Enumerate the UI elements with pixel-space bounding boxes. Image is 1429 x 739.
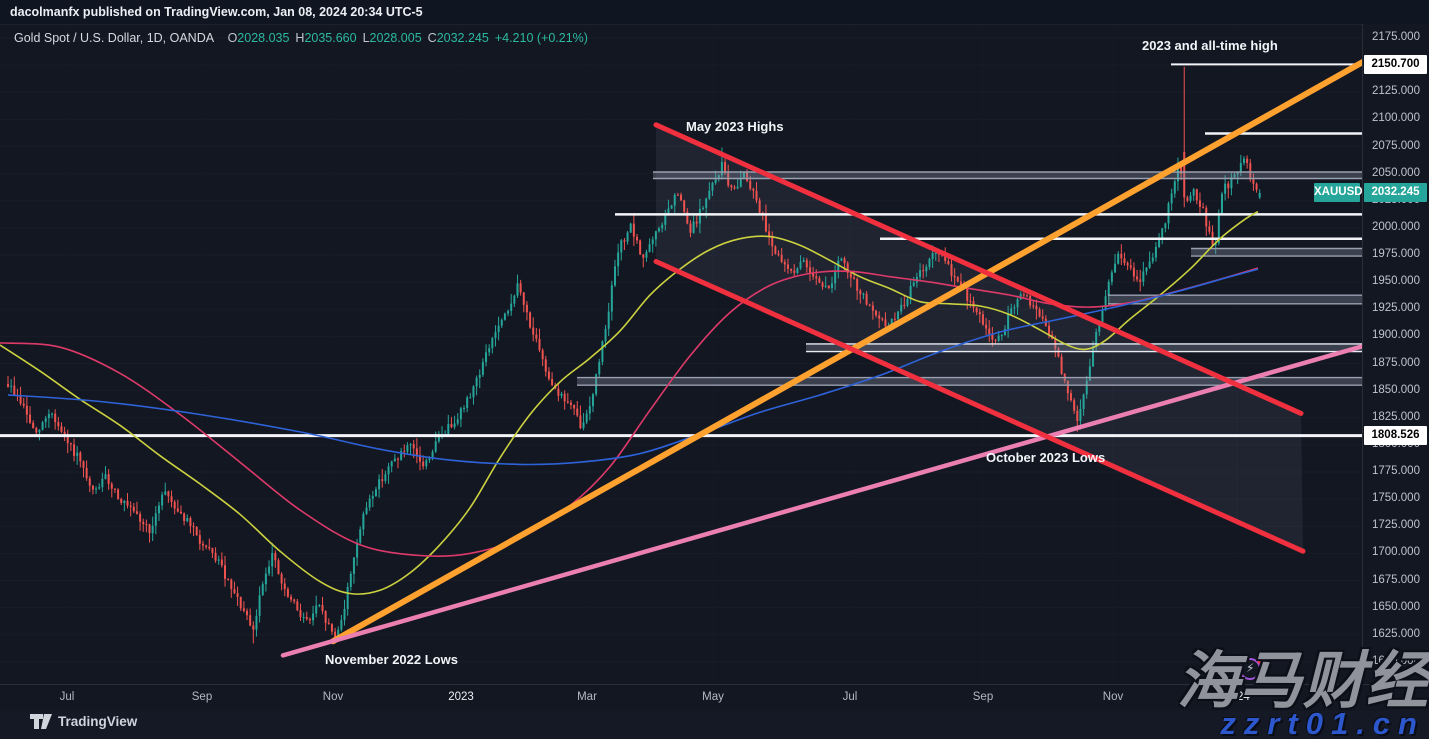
legend-change: +4.210 (+0.21%) [494,31,588,45]
footer-bar: TradingView [0,711,1429,739]
publish-bar: dacolmanfx published on TradingView.com,… [0,0,1429,25]
symbol-chip: XAUUSD [1314,183,1363,203]
time-tick: May [702,691,724,703]
uptrend-pink [280,344,1362,658]
legend-low-label: L [362,31,370,45]
price-tick: 1625.000 [1372,627,1420,640]
price-tick: 1675.000 [1372,573,1420,586]
legend-open-value: 2028.035 [237,31,290,45]
sr-zone [806,343,1362,353]
price-axis-divider [1362,24,1363,684]
time-tick: Nov [1102,691,1124,703]
tradingview-brand-text: TradingView [58,714,138,729]
price-tick: 1725.000 [1372,519,1420,532]
price-badge-1808.526: 1808.526 [1364,426,1427,446]
price-tick: 2125.000 [1372,85,1420,98]
price-tick: 1975.000 [1372,248,1420,260]
price-badge-2032.245: 2032.245 [1364,183,1427,203]
lightning-bolt-icon: ⚡ [1246,661,1255,675]
legend-low-value: 2028.005 [369,31,422,45]
annotation-nov22: November 2022 Lows [325,652,458,667]
price-tick: 2075.000 [1372,139,1420,152]
price-tick: 1950.000 [1372,275,1420,288]
legend-close-label: C [427,31,437,45]
price-tick: 2000.000 [1372,220,1420,233]
price-tick: 1900.000 [1372,329,1420,342]
annotation-ath: 2023 and all-time high [1142,38,1278,53]
price-tick: 1600.000 [1372,654,1420,667]
flash-icon-ring [1239,658,1261,680]
legend-open-label: O [227,31,238,45]
publisher-line: dacolmanfx published on TradingView.com,… [10,5,423,19]
legend-high-value: 2035.660 [304,31,357,45]
time-tick: Jul [59,691,75,703]
time-tick: Sep [191,691,213,703]
sr-zone [1191,247,1362,257]
price-tick: 1925.000 [1372,302,1420,315]
legend-close-value: 2032.245 [436,31,489,45]
time-tick: Sep [972,691,994,703]
annotation-oct23: October 2023 Lows [986,450,1106,465]
legend-high-label: H [295,31,305,45]
time-tick: Mar [577,691,597,703]
price-tick: 2175.000 [1372,31,1420,43]
price-tick: 1850.000 [1372,383,1420,396]
price-tick: 2100.000 [1372,112,1420,125]
price-tick: 1700.000 [1372,546,1420,559]
symbol-legend[interactable]: Gold Spot / U.S. Dollar, 1D, OANDA O2028… [14,31,588,45]
downtrend-red-lower [653,259,1306,554]
time-tick: 2023 [448,691,474,703]
time-tick: Jul [842,691,858,703]
watermark-url: zzrt01.cn [1220,706,1425,739]
price-tick: 1875.000 [1372,356,1420,369]
price-tick: 2050.000 [1372,166,1420,179]
flash-notification-icon[interactable]: ⚡ [1239,656,1265,682]
price-tick: 1650.000 [1372,600,1420,613]
ma-fast-yellow [0,210,1259,595]
chart-pane [0,24,1362,683]
watermark-cjk: 海马财经 [1176,647,1429,716]
time-tick: Nov [322,691,344,703]
price-badge-2150.700: 2150.700 [1364,54,1427,74]
legend-title: Gold Spot / U.S. Dollar, 1D, OANDA [14,31,215,45]
tradingview-logo[interactable]: TradingView [30,714,137,729]
annotation-may23: May 2023 Highs [686,119,784,134]
candlestick-series [7,66,1261,644]
tradingview-logo-icon [30,714,52,729]
price-tick: 1750.000 [1372,492,1420,505]
price-tick: 1825.000 [1372,410,1420,423]
downtrend-red-upper [653,122,1304,416]
price-axis[interactable]: 2175.0002150.0002125.0002100.0002075.000… [1363,24,1429,684]
price-tick: 1775.000 [1372,465,1420,477]
time-tick: 2024 [1224,691,1250,703]
notification-dot [1257,656,1265,664]
uptrend-orange [330,59,1362,645]
